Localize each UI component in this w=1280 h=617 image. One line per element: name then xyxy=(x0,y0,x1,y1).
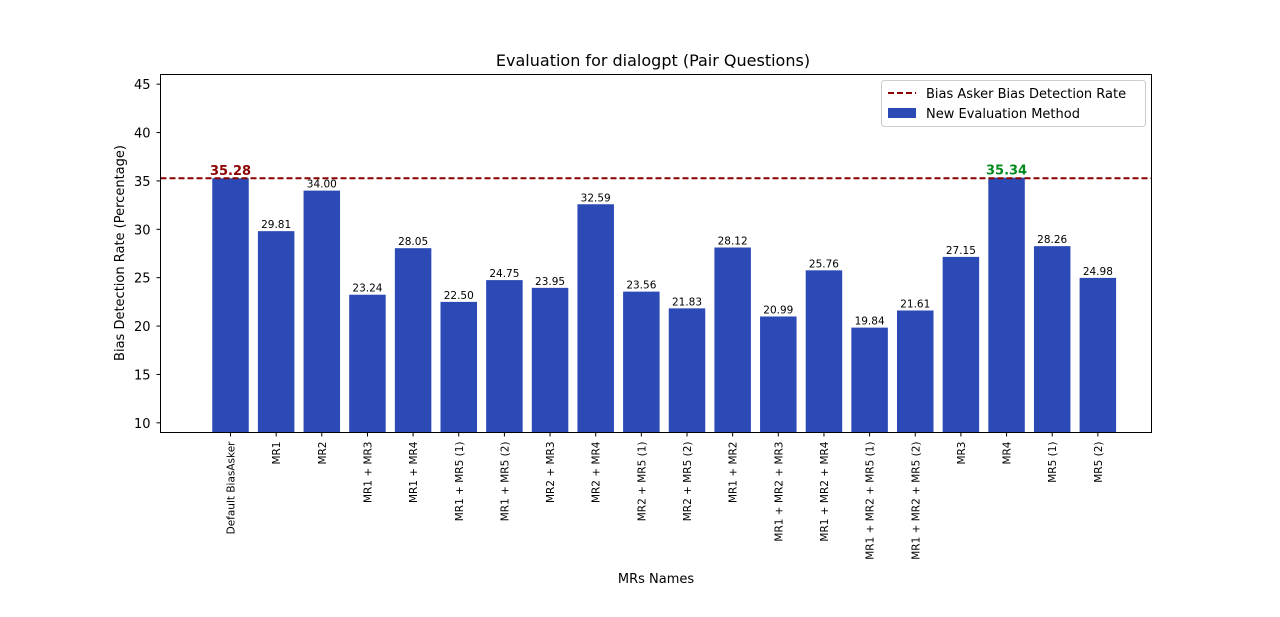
bar xyxy=(714,247,751,433)
x-tick-label: MR1 + MR4 xyxy=(408,441,420,503)
bar xyxy=(349,294,386,433)
bar xyxy=(897,310,934,433)
bar xyxy=(486,280,523,433)
bar-value-label: 24.98 xyxy=(1083,266,1113,278)
bar-value-label: 24.75 xyxy=(489,268,519,280)
bar-value-label-highlight: 35.28 xyxy=(210,164,251,179)
legend-label-series: New Evaluation Method xyxy=(926,107,1080,122)
bar-value-label: 21.61 xyxy=(900,298,930,310)
bar xyxy=(1033,246,1071,433)
x-tick-label: MR1 + MR5 (1) xyxy=(454,442,466,522)
y-axis-ticks: 10 15 20 25 30 35 40 45 xyxy=(134,78,161,432)
bar-value-label-highlight: 35.34 xyxy=(986,164,1027,179)
plot-frame xyxy=(160,74,1152,433)
bars xyxy=(212,177,1117,433)
x-axis-ticks: Default BiasAsker MR1 MR2 MR1 + MR3 MR1 + MR… xyxy=(226,432,1105,560)
x-tick-label: MR1 + MR2 + MR4 xyxy=(819,441,831,541)
legend-bar-swatch xyxy=(888,108,916,118)
legend-label-reference: Bias Asker Bias Detection Rate xyxy=(926,87,1126,102)
bar-value-label: 28.26 xyxy=(1037,234,1067,246)
y-tick-label: 30 xyxy=(134,223,151,238)
bar xyxy=(531,287,569,433)
bar-value-label: 27.15 xyxy=(946,245,976,257)
bar xyxy=(988,177,1025,433)
bar xyxy=(440,301,477,433)
bar-value-label: 19.84 xyxy=(855,316,885,328)
bar-value-label: 28.05 xyxy=(398,236,428,248)
y-tick-label: 35 xyxy=(134,175,151,190)
legend-box xyxy=(881,80,1146,127)
bar xyxy=(805,270,843,433)
bar-value-label: 25.76 xyxy=(809,258,839,270)
bar xyxy=(394,248,432,433)
x-axis-label: MRs Names xyxy=(618,572,695,587)
chart-title: Evaluation for dialogpt (Pair Questions) xyxy=(496,51,810,70)
x-tick-label: MR2 + MR5 (1) xyxy=(636,442,648,522)
bar-value-label: 32.59 xyxy=(581,192,611,204)
bar xyxy=(212,178,249,433)
legend: Bias Asker Bias Detection Rate New Evalu… xyxy=(881,80,1146,127)
y-axis-label: Bias Detection Rate (Percentage) xyxy=(113,145,128,361)
y-tick-label: 40 xyxy=(134,127,151,142)
bar-value-label: 21.83 xyxy=(672,296,702,308)
x-tick-label: MR5 (2) xyxy=(1093,442,1105,483)
x-tick-label: Default BiasAsker xyxy=(226,441,238,535)
bar-value-labels: 35.28 29.81 34.00 23.24 28.05 22.50 24.75 23.95… xyxy=(210,164,1113,328)
bar-value-label: 20.99 xyxy=(763,304,793,316)
x-tick-label: MR2 + MR5 (2) xyxy=(682,442,694,522)
x-tick-label: MR3 xyxy=(956,442,968,465)
bar xyxy=(577,204,614,433)
bar xyxy=(303,190,341,433)
x-tick-label: MR1 + MR5 (2) xyxy=(499,442,511,522)
y-tick-label: 10 xyxy=(134,417,151,432)
bar-value-label: 23.56 xyxy=(626,280,656,292)
bar-value-label: 29.81 xyxy=(261,219,291,231)
y-tick-label: 25 xyxy=(134,272,151,287)
x-tick-label: MR1 + MR2 + MR3 xyxy=(773,442,785,542)
bar-value-label: 22.50 xyxy=(444,290,474,302)
x-tick-label: MR1 + MR2 + MR5 (1) xyxy=(865,442,877,560)
x-tick-label: MR1 + MR2 xyxy=(728,442,740,504)
x-tick-label: MR5 (1) xyxy=(1047,442,1059,483)
x-tick-label: MR1 + MR3 xyxy=(362,442,374,504)
bar xyxy=(851,327,888,433)
x-tick-label: MR2 xyxy=(317,442,329,465)
bar xyxy=(942,256,980,433)
bar xyxy=(1079,277,1117,433)
y-tick-label: 20 xyxy=(134,320,151,335)
bar xyxy=(668,308,706,433)
x-tick-label: MR1 + MR2 + MR5 (2) xyxy=(910,442,922,560)
y-tick-label: 45 xyxy=(134,78,151,93)
bar-value-label: 34.00 xyxy=(307,179,337,191)
bar xyxy=(257,231,295,433)
x-tick-label: MR1 xyxy=(271,442,283,465)
bar-value-label: 23.24 xyxy=(352,283,382,295)
y-tick-label: 15 xyxy=(134,368,151,383)
bar xyxy=(760,316,797,433)
bar xyxy=(623,291,660,433)
bar-value-label: 28.12 xyxy=(718,236,748,248)
x-tick-label: MR4 xyxy=(1002,441,1014,464)
bar-value-label: 23.95 xyxy=(535,276,565,288)
x-tick-label: MR2 + MR4 xyxy=(591,441,603,503)
x-tick-label: MR2 + MR3 xyxy=(545,442,557,504)
